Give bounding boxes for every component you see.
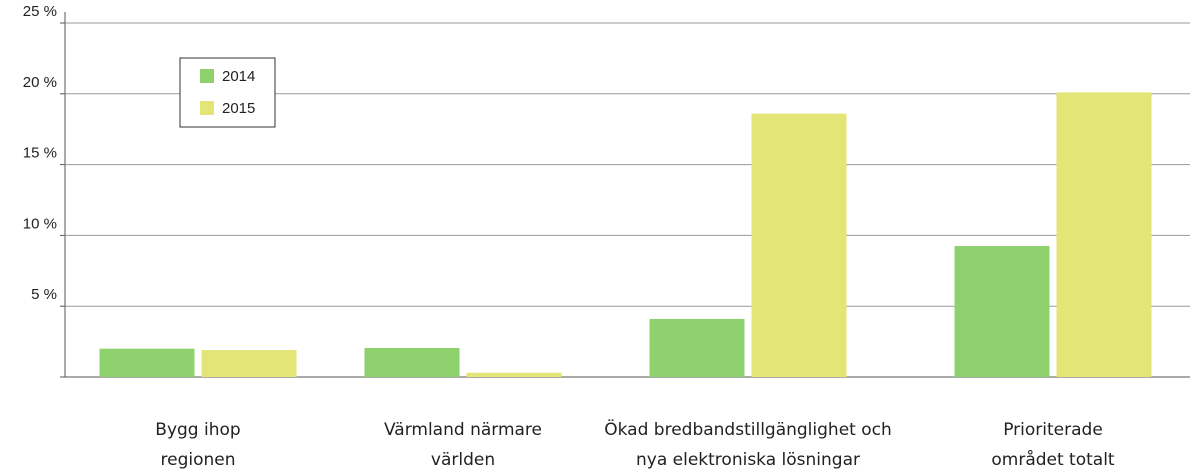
- bar: [649, 318, 745, 377]
- bar: [954, 246, 1050, 377]
- legend: 2014 2015: [179, 57, 276, 128]
- x-tick-label: Ökad bredbandstillgänglighet och nya ele…: [604, 420, 892, 470]
- bar: [466, 372, 562, 377]
- legend-label: 2014: [222, 68, 255, 85]
- legend-swatch: [200, 69, 214, 83]
- y-tick-label: 20 %: [23, 74, 57, 91]
- x-tick-label: Bygg ihop regionen: [155, 420, 241, 470]
- legend-box: [179, 57, 276, 128]
- y-tick-label: 5 %: [31, 286, 57, 303]
- y-tick-label: 10 %: [23, 215, 57, 232]
- bar: [1056, 92, 1152, 377]
- x-tick-label: Prioriterade området totalt: [991, 420, 1115, 470]
- bar: [201, 350, 297, 377]
- y-tick-label: 15 %: [23, 145, 57, 162]
- bar: [364, 347, 460, 377]
- x-tick-label: Värmland närmare världen: [383, 420, 543, 470]
- legend-label: 2015: [222, 100, 255, 117]
- bar: [99, 348, 195, 377]
- bar: [751, 113, 847, 378]
- legend-swatch: [200, 101, 214, 115]
- y-tick-label: 25 %: [23, 3, 57, 20]
